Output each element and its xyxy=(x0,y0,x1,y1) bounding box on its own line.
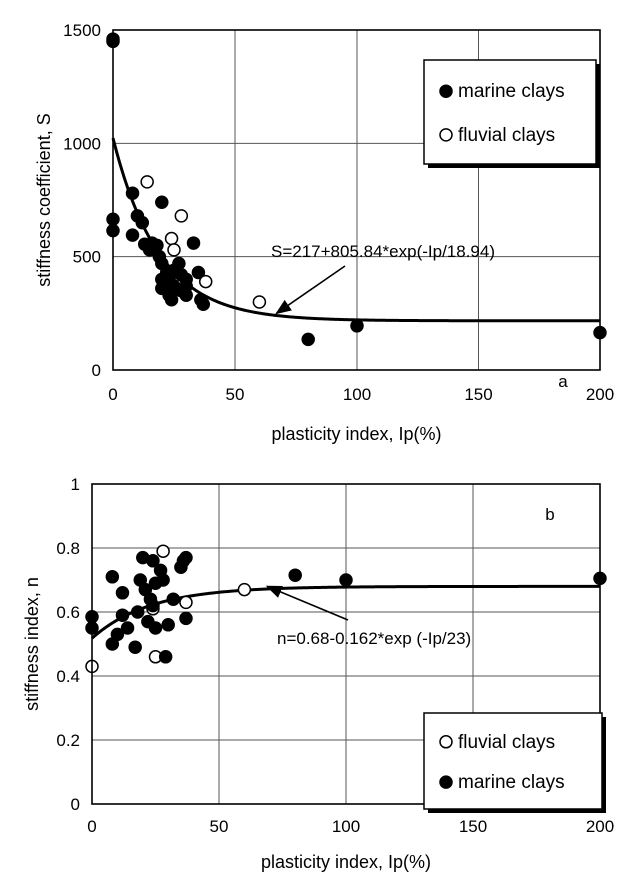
fluvial-clay-point xyxy=(167,243,181,257)
fluvial-clay-point xyxy=(237,582,252,597)
legend-box xyxy=(423,712,603,810)
legend-box xyxy=(423,59,597,165)
marine-clay-point xyxy=(135,215,150,230)
x-tick-label: 150 xyxy=(459,817,487,836)
marine-clay-point xyxy=(115,608,130,622)
fit-equation-label: n=0.68-0.162*exp (-Ip/23) xyxy=(277,629,471,648)
fluvial-clay-point xyxy=(164,231,179,246)
panel-label: a xyxy=(558,372,568,391)
marine-clay-point xyxy=(156,573,170,587)
fluvial-clay-point xyxy=(140,175,154,189)
marine-clay-point xyxy=(179,272,193,287)
x-tick-label: 100 xyxy=(332,817,360,836)
marine-clay-point xyxy=(172,256,186,271)
fit-equation-label: S=217+805.84*exp(-Ip/18.94) xyxy=(271,242,495,261)
legend-entry: marine clays xyxy=(458,772,565,793)
chart-panel-b: 0 50 100 150 200 0 0.2 0.4 0.6 0.8 1 plasticity i… xyxy=(22,475,614,872)
marine-clay-point xyxy=(148,621,163,635)
x-tick-label: 50 xyxy=(226,385,245,404)
legend-marker xyxy=(439,128,453,142)
marine-clay-point xyxy=(150,238,164,253)
legend-marker xyxy=(439,735,453,749)
y-tick-label: 0.2 xyxy=(56,731,80,750)
fit-arrow xyxy=(275,265,346,315)
x-axis-title: plasticity index, Ip(%) xyxy=(271,424,441,444)
marine-clay-point xyxy=(166,592,181,606)
legend-entry: marine clays xyxy=(458,81,565,102)
marine-clay-point xyxy=(161,618,175,632)
x-tick-label: 200 xyxy=(586,385,614,404)
marine-clay-point xyxy=(196,297,211,312)
x-tick-label: 100 xyxy=(343,385,371,404)
marine-clay-point xyxy=(105,570,120,584)
marine-clay-point xyxy=(179,611,193,626)
x-tick-label: 200 xyxy=(586,817,614,836)
y-tick-label: 0 xyxy=(92,361,101,380)
y-axis-title: stiffness coefficient, S xyxy=(34,113,54,286)
fluvial-clay-point xyxy=(174,209,189,223)
x-tick-label: 0 xyxy=(108,385,117,404)
fluvial-clay-point xyxy=(198,274,213,289)
x-tick-labels: 0 50 100 150 200 xyxy=(87,817,614,836)
x-axis-title: plasticity index, Ip(%) xyxy=(261,852,431,872)
fluvial-clay-point xyxy=(252,295,267,309)
panel-label: b xyxy=(545,505,554,524)
y-tick-label: 1000 xyxy=(63,134,101,153)
y-tick-label: 0 xyxy=(71,795,80,814)
y-tick-label: 1500 xyxy=(63,21,101,40)
marine-clay-point xyxy=(125,228,140,242)
y-tick-label: 0.4 xyxy=(56,667,80,686)
marine-clay-point xyxy=(155,195,169,210)
y-tick-labels: 0 500 1000 1500 xyxy=(63,21,101,380)
marine-clay-point xyxy=(288,568,302,582)
marine-clay-point xyxy=(186,236,201,250)
plot-frame xyxy=(91,483,601,805)
y-tick-label: 0.6 xyxy=(56,603,80,622)
marine-clay-point xyxy=(146,598,160,613)
x-tick-label: 50 xyxy=(210,817,229,836)
marine-clay-point xyxy=(130,605,145,619)
marine-clay-point xyxy=(179,288,193,302)
legend-marker xyxy=(439,84,453,98)
marine-clay-point xyxy=(125,186,140,200)
y-axis-title: stiffness index, n xyxy=(22,577,42,711)
legend-entry: fluvial clays xyxy=(458,732,555,753)
marine-clay-point xyxy=(115,586,130,600)
y-tick-label: 1 xyxy=(71,475,80,494)
marine-clay-point xyxy=(179,550,193,565)
plot-frame xyxy=(112,29,601,371)
marine-clay-point xyxy=(128,640,142,654)
y-tick-label: 500 xyxy=(73,248,101,267)
y-tick-labels: 0 0.2 0.4 0.6 0.8 1 xyxy=(56,475,80,814)
marine-clay-point xyxy=(301,332,315,347)
data-points xyxy=(85,544,607,674)
marine-clay-point xyxy=(146,554,160,568)
marine-clay-point xyxy=(120,621,135,635)
data-points xyxy=(106,32,607,347)
x-tick-label: 0 xyxy=(87,817,96,836)
legend: fluvial clays marine clays xyxy=(423,712,606,813)
marine-clay-point xyxy=(350,319,364,333)
chart-panel-a: 0 50 100 150 200 0 500 1000 1500 plasticity ind… xyxy=(34,21,614,444)
marine-clay-point xyxy=(164,292,179,307)
marine-clay-point xyxy=(339,573,353,587)
fluvial-clay-point xyxy=(179,595,193,610)
fit-arrow xyxy=(265,585,349,621)
x-tick-label: 150 xyxy=(464,385,492,404)
x-tick-labels: 0 50 100 150 200 xyxy=(108,385,614,404)
marine-clay-point xyxy=(191,265,206,280)
y-tick-label: 0.8 xyxy=(56,539,80,558)
marine-clay-point xyxy=(110,627,125,642)
grid-lines xyxy=(92,484,600,804)
legend: marine clays fluvial clays xyxy=(423,59,600,168)
fluvial-clay-point xyxy=(156,544,170,558)
marine-clay-point xyxy=(158,650,173,664)
legend-entry: fluvial clays xyxy=(458,125,555,146)
legend-marker xyxy=(439,775,453,789)
